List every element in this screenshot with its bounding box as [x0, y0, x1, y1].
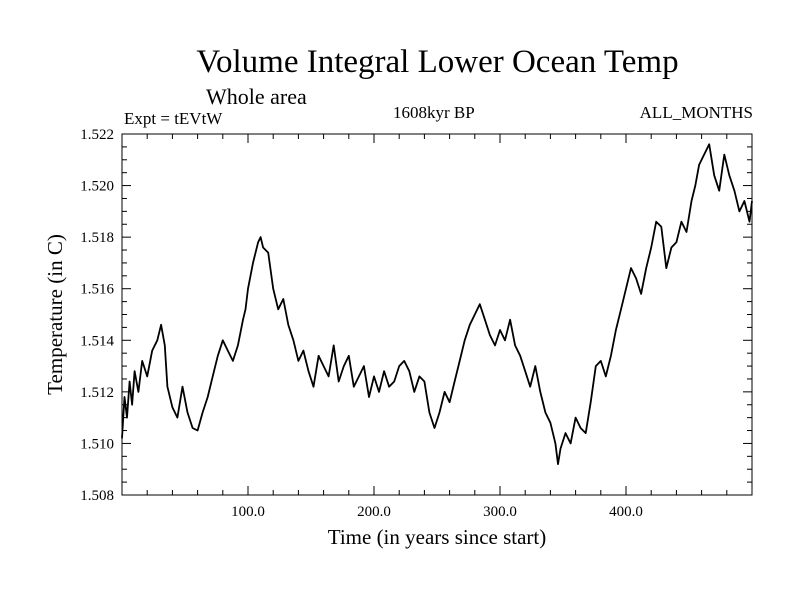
chart-subtitle: Whole area	[206, 84, 307, 109]
period-label: 1608kyr BP	[393, 103, 475, 122]
x-axis-label: Time (in years since start)	[328, 525, 547, 549]
y-tick-label: 1.518	[80, 230, 114, 246]
plot-frame	[121, 133, 753, 496]
x-tick-label: 200.0	[357, 504, 391, 520]
y-tick-label: 1.510	[80, 436, 114, 452]
y-tick-label: 1.512	[80, 385, 114, 401]
series-line	[121, 143, 753, 466]
x-tick-label: 400.0	[609, 504, 643, 520]
x-tick-label: 300.0	[483, 504, 517, 520]
y-tick-label: 1.520	[80, 179, 114, 195]
y-axis-label: Temperature (in C)	[43, 234, 67, 395]
chart-title: Volume Integral Lower Ocean Temp	[196, 44, 679, 80]
y-tick-label: 1.514	[80, 333, 114, 349]
x-tick-label: 100.0	[231, 504, 265, 520]
y-tick-label: 1.508	[80, 488, 114, 504]
experiment-label: Expt = tEVtW	[124, 109, 223, 128]
months-label: ALL_MONTHS	[639, 103, 753, 122]
y-tick-label: 1.522	[80, 127, 114, 143]
y-tick-label: 1.516	[80, 282, 114, 298]
